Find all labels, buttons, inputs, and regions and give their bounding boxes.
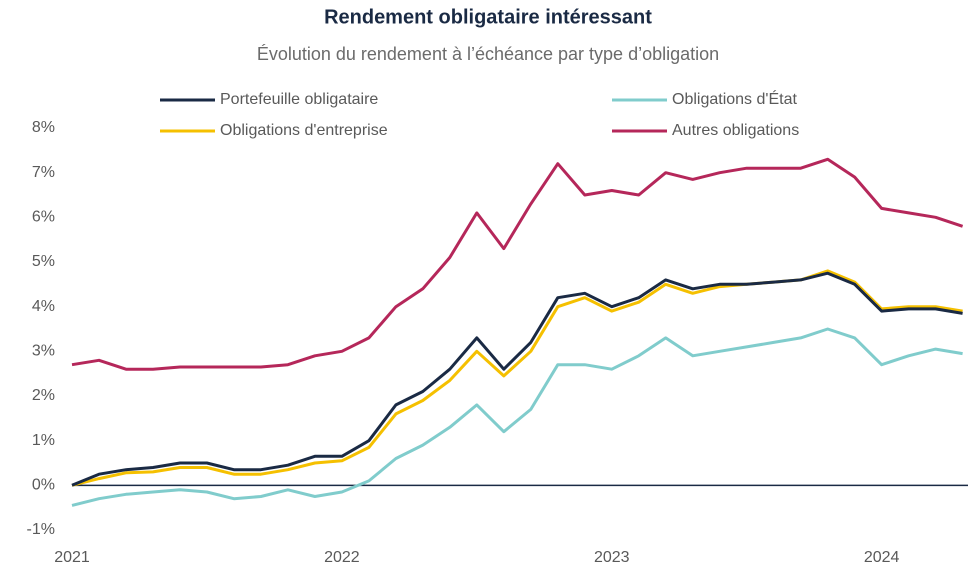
- y-tick-label: 6%: [32, 209, 55, 226]
- x-tick-label: 2023: [594, 549, 630, 566]
- y-tick-label: 2%: [32, 387, 55, 404]
- y-tick-label: 3%: [32, 343, 55, 360]
- chart-title: Rendement obligataire intéressant: [324, 6, 652, 28]
- chart-subtitle: Évolution du rendement à l’échéance par …: [257, 44, 719, 64]
- y-tick-label: 8%: [32, 119, 55, 136]
- y-tick-label: 7%: [32, 164, 55, 181]
- x-tick-label: 2022: [324, 549, 360, 566]
- series-line: [71, 327, 963, 507]
- legend-label: Obligations d'État: [672, 89, 797, 108]
- x-tick-label: 2024: [864, 549, 900, 566]
- series-line: [71, 271, 963, 487]
- y-tick-label: 4%: [32, 298, 55, 315]
- y-tick-label: 5%: [32, 253, 55, 270]
- y-tick-label: 0%: [32, 477, 55, 494]
- x-tick-label: 2021: [54, 549, 90, 566]
- y-tick-label: -1%: [27, 521, 55, 538]
- legend-label: Obligations d'entreprise: [220, 122, 388, 139]
- legend-label: Autres obligations: [672, 122, 799, 139]
- series-line: [71, 269, 963, 487]
- y-tick-label: 1%: [32, 432, 55, 449]
- series-line: [71, 157, 964, 371]
- legend-label: Portefeuille obligataire: [220, 91, 378, 108]
